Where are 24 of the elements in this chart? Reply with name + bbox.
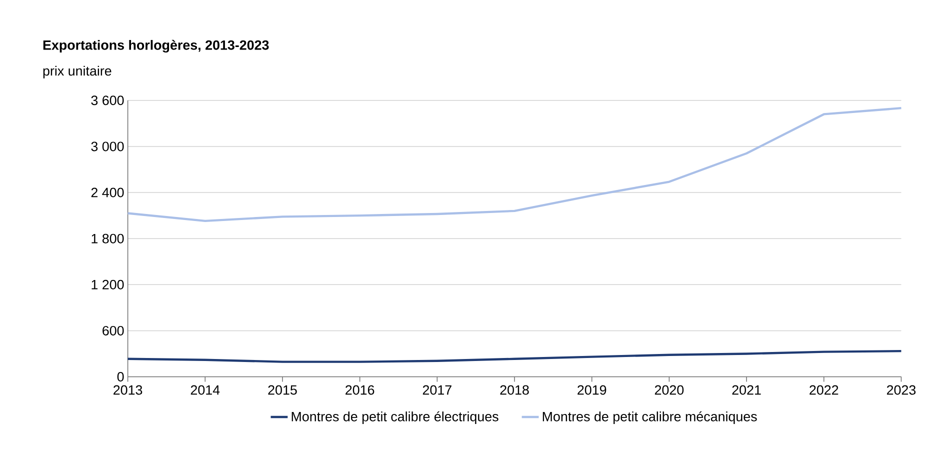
chart-title: Exportations horlogères, 2013-2023 <box>43 40 269 52</box>
x-tick-label: 2013 <box>114 385 142 395</box>
x-tick-label: 2016 <box>346 385 374 395</box>
x-tick-label: 2017 <box>422 385 452 395</box>
y-tick-label: 3 600 <box>91 96 124 105</box>
line-series <box>126 106 902 222</box>
x-tick-label: 2015 <box>268 385 297 395</box>
legend-label: Montres de petit calibre électriques <box>292 411 498 424</box>
x-tick-label: 2023 <box>886 385 916 395</box>
y-tick-label: 2 400 <box>91 188 124 198</box>
line-series <box>126 350 902 363</box>
y-tick-label: 0 <box>117 372 124 382</box>
y-tick-label: 600 <box>102 326 124 336</box>
y-axis-title: prix unitaire <box>43 66 112 78</box>
x-tick-label: 2022 <box>810 385 838 395</box>
y-tick-label: 1 800 <box>92 234 124 244</box>
x-tick-label: 2018 <box>500 385 529 395</box>
x-tick-label: 2019 <box>578 385 606 395</box>
x-tick-label: 2014 <box>190 385 220 395</box>
legend-label: Montres de petit calibre mécaniques <box>542 411 757 424</box>
x-tick-label: 2021 <box>732 385 761 395</box>
x-tick-label: 2020 <box>654 385 684 395</box>
y-tick-label: 3 000 <box>91 142 124 152</box>
y-tick-label: 1 200 <box>92 280 124 290</box>
